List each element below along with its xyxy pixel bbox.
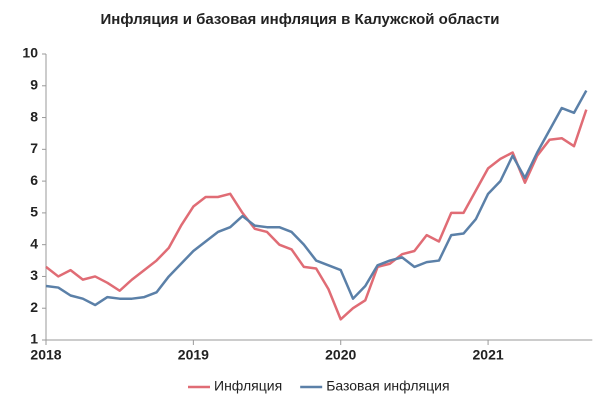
y-tick-label: 4 bbox=[30, 235, 38, 251]
series-line bbox=[45, 89, 588, 307]
x-tick-label: 2018 bbox=[30, 347, 61, 363]
y-tick-label: 6 bbox=[30, 172, 38, 188]
chart-title: Инфляция и базовая инфляция в Калужской … bbox=[100, 11, 499, 28]
x-tick-label: 2019 bbox=[178, 347, 209, 363]
y-tick-label: 9 bbox=[30, 76, 38, 92]
y-tick-label: 8 bbox=[30, 108, 38, 124]
x-tick-label: 2021 bbox=[473, 347, 504, 363]
y-tick-label: 7 bbox=[30, 140, 38, 156]
y-tick-label: 3 bbox=[30, 267, 38, 283]
legend-label: Базовая инфляция bbox=[326, 378, 449, 394]
series-line bbox=[45, 109, 588, 321]
y-tick-label: 10 bbox=[22, 45, 38, 61]
legend-label: Инфляция bbox=[214, 378, 282, 394]
y-tick-label: 2 bbox=[30, 299, 38, 315]
x-tick-label: 2020 bbox=[325, 347, 356, 363]
y-tick-label: 1 bbox=[30, 331, 38, 347]
y-tick-label: 5 bbox=[30, 204, 38, 220]
